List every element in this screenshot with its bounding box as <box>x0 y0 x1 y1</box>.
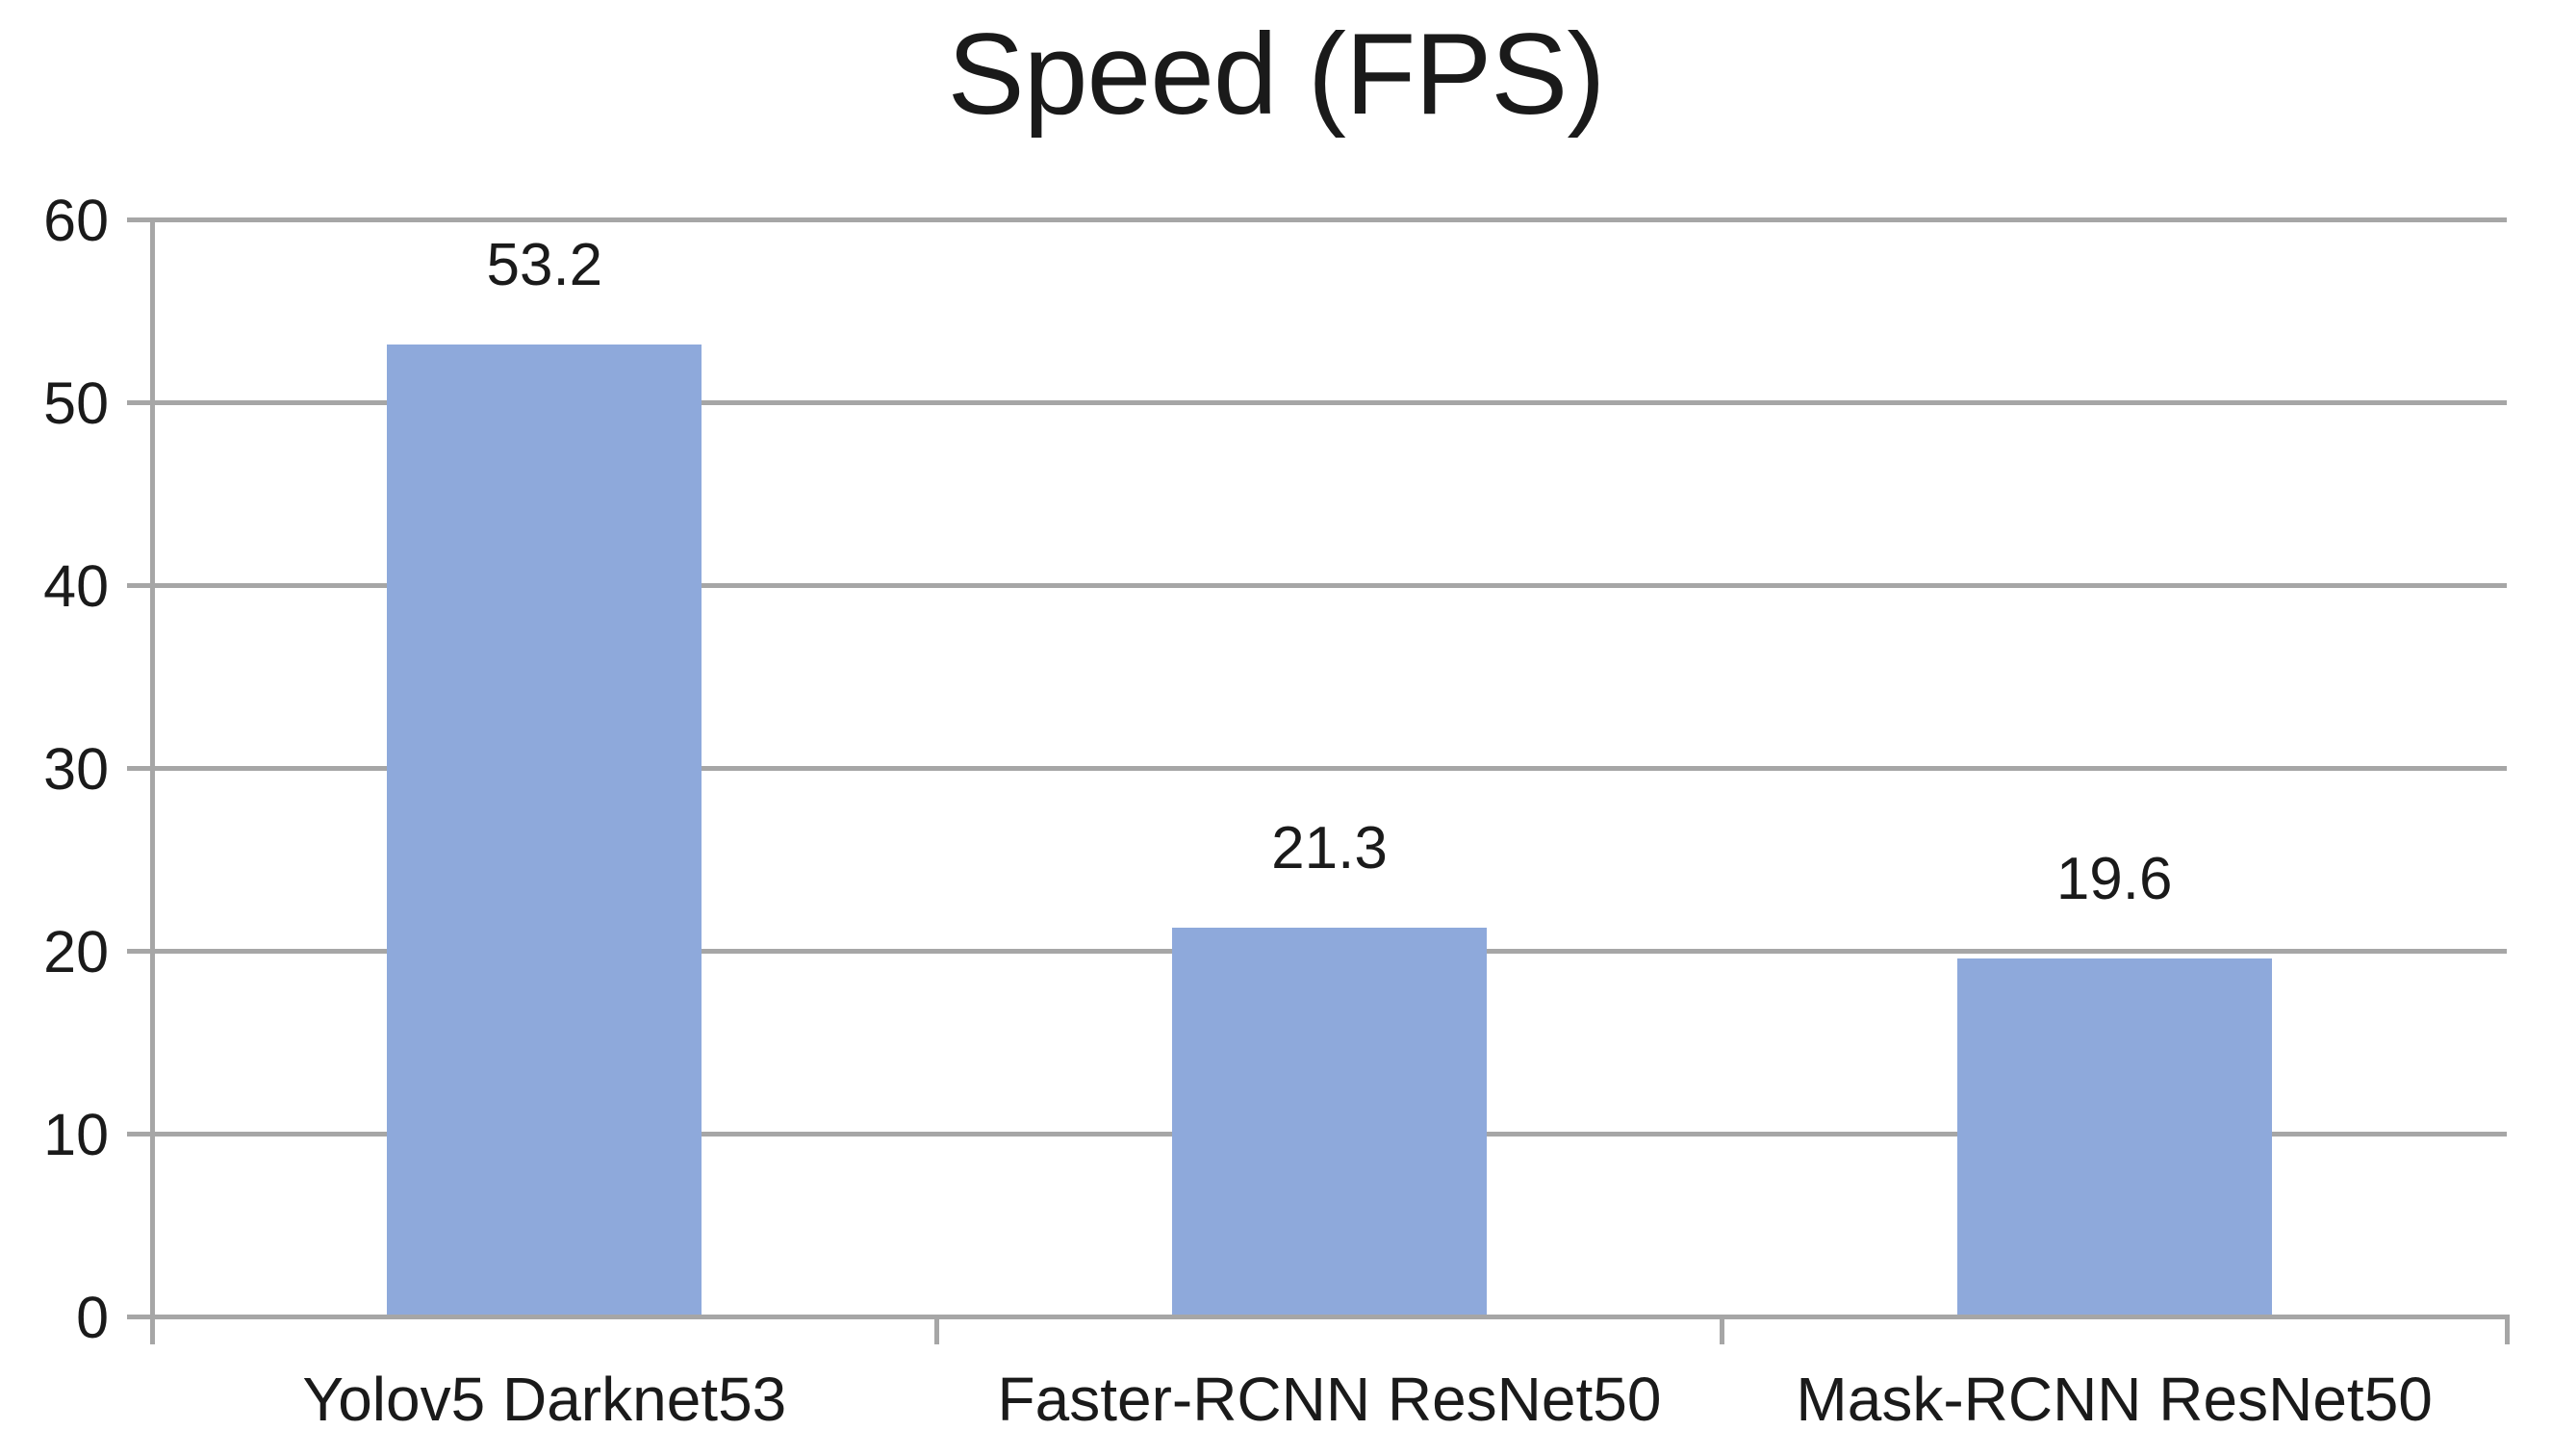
y-tick-label-60: 60 <box>43 187 109 253</box>
y-tick-label-20: 20 <box>43 918 109 984</box>
category-label-yolov5-darknet53: Yolov5 Darknet53 <box>302 1365 787 1434</box>
gridline-y-40 <box>127 583 2507 588</box>
category-label-faster-rcnn-resnet50: Faster-RCNN ResNet50 <box>997 1365 1662 1434</box>
y-tick-label-30: 30 <box>43 735 109 802</box>
y-tick-label-40: 40 <box>43 552 109 619</box>
y-tick-label-10: 10 <box>43 1101 109 1167</box>
chart-title: Speed (FPS) <box>947 10 1606 139</box>
data-label-mask-rcnn-resnet50: 19.6 <box>2055 846 2173 913</box>
bar-yolov5-darknet53 <box>387 344 702 1315</box>
category-label-mask-rcnn-resnet50: Mask-RCNN ResNet50 <box>1796 1365 2433 1434</box>
x-axis-line <box>127 1315 2507 1319</box>
category-boundary-tick-1 <box>934 1315 940 1344</box>
y-axis-line <box>149 217 155 1344</box>
gridline-y-60 <box>127 217 2507 222</box>
category-boundary-tick-3 <box>2504 1315 2510 1344</box>
data-label-yolov5-darknet53: 53.2 <box>486 231 603 298</box>
gridline-y-50 <box>127 400 2507 405</box>
data-label-faster-rcnn-resnet50: 21.3 <box>1271 814 1388 881</box>
bar-faster-rcnn-resnet50 <box>1172 927 1487 1315</box>
category-boundary-tick-2 <box>1719 1315 1724 1344</box>
y-tick-label-50: 50 <box>43 370 109 436</box>
bar-mask-rcnn-resnet50 <box>1956 958 2272 1315</box>
y-tick-label-0: 0 <box>76 1284 109 1350</box>
gridline-y-30 <box>127 766 2507 771</box>
